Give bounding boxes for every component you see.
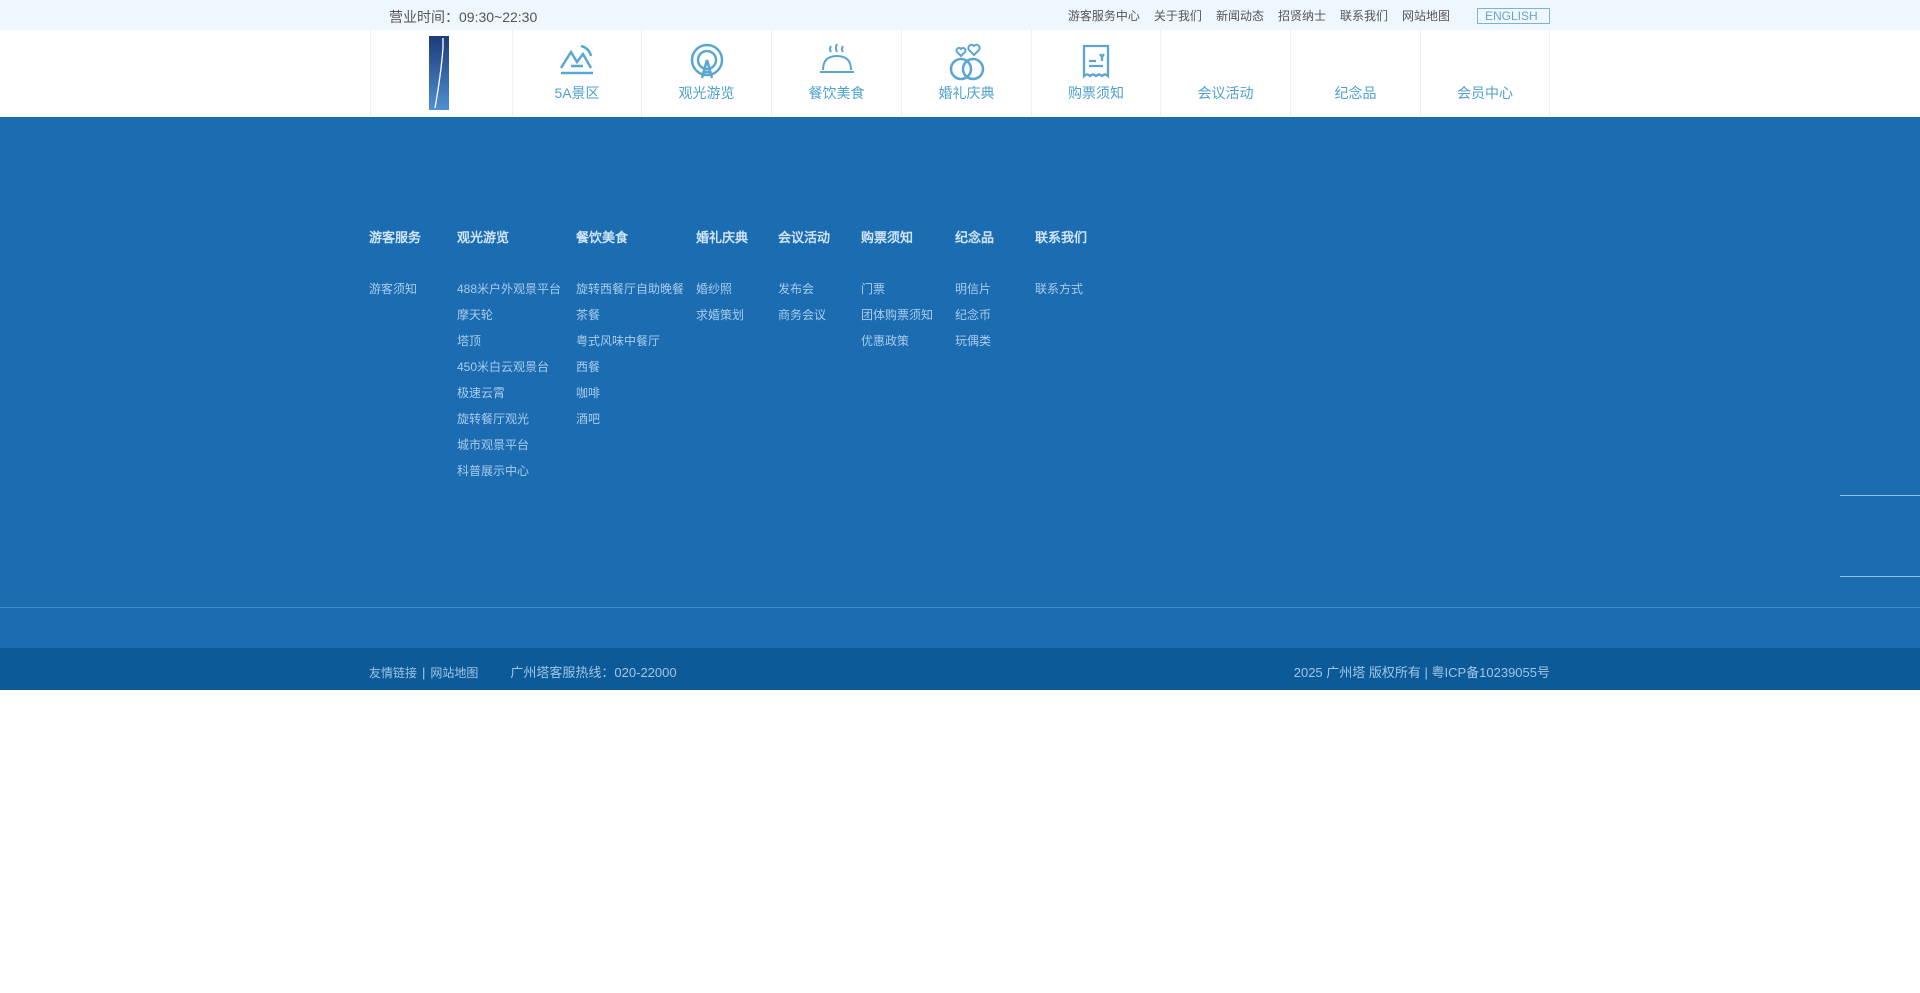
top-link[interactable]: 网站地图: [1401, 9, 1450, 23]
mountain-icon: [559, 44, 593, 75]
footer-link[interactable]: 450米白云观景台: [457, 360, 550, 374]
nav-item-souvenirs[interactable]: 纪念品: [1290, 30, 1420, 117]
footer-link[interactable]: 优惠政策: [861, 334, 910, 348]
footer-column: 婚礼庆典婚纱照求婚策划: [696, 227, 778, 332]
footer-columns: 游客服务 游客须知 观光游览 488米户外观景平台 摩天轮 塔顶 450米白云观景台 极速云霄…: [369, 227, 1115, 488]
footer-link[interactable]: 明信片: [955, 282, 992, 296]
antenna-icon: [690, 43, 723, 79]
bottom-link[interactable]: 友情链接: [369, 666, 418, 680]
logo[interactable]: [370, 30, 512, 117]
footer-link[interactable]: 联系方式: [1035, 282, 1084, 296]
footer-link[interactable]: 婚纱照: [696, 282, 733, 296]
footer-column: 会议活动发布会商务会议: [778, 227, 861, 332]
footer-column-title: 游客服务: [369, 230, 422, 245]
footer-column: 游客服务 游客须知: [369, 227, 457, 306]
footer-column: 购票须知门票团体购票须知 优惠政策: [861, 227, 955, 358]
footer-link[interactable]: 粤式风味中餐厅: [576, 334, 661, 348]
footer-column: 观光游览 488米户外观景平台 摩天轮塔顶 450米白云观景台 极速云霄旋转餐厅观光 城市…: [457, 227, 576, 488]
bottom-link[interactable]: 网站地图: [430, 666, 479, 680]
nav-item-wedding[interactable]: 婚礼庆典: [901, 30, 1031, 117]
footer-column-title: 纪念品: [955, 230, 995, 245]
nav-item-sightseeing[interactable]: 观光游览: [641, 30, 771, 117]
footer-link[interactable]: 商务会议: [778, 308, 827, 322]
separator: |: [422, 665, 426, 680]
ticket-receipt-icon: [1082, 44, 1110, 79]
footer-link[interactable]: 咖啡: [576, 386, 601, 400]
footer-link[interactable]: 发布会: [778, 282, 815, 296]
footer-column-title: 餐饮美食: [576, 230, 629, 245]
copyright: 2025 广州塔 版权所有 | 粤ICP备10239055号: [1293, 665, 1550, 680]
footer-column-title: 婚礼庆典: [696, 230, 749, 245]
nav-label: 购票须知: [1068, 85, 1124, 101]
main-nav: 5A景区 观光游览 餐饮美食 婚礼庆典 购票须知 会议活动 纪念品 会员中心: [370, 30, 1550, 117]
footer-column-title: 观光游览: [457, 230, 510, 245]
footer-link[interactable]: 纪念币: [955, 308, 992, 322]
footer-link[interactable]: 求婚策划: [696, 308, 745, 322]
nav-item-members[interactable]: 会员中心: [1420, 30, 1550, 117]
nav-label: 5A景区: [554, 85, 600, 101]
opening-hours: 营业时间：09:30~22:30: [389, 9, 538, 25]
nav-item-tickets[interactable]: 购票须知: [1031, 30, 1160, 117]
top-link[interactable]: 联系我们: [1339, 9, 1388, 23]
footer-link[interactable]: 酒吧: [576, 412, 601, 426]
rings-icon: [949, 43, 984, 81]
footer-spacer: [0, 608, 1920, 648]
footer-link[interactable]: 玩偶类: [955, 334, 992, 348]
bottom-left: 友情链接 | 网站地图 广州塔客服热线：020-22000: [369, 662, 677, 681]
top-link[interactable]: 新闻动态: [1215, 9, 1264, 23]
footer-column: 联系我们 联系方式: [1035, 227, 1115, 306]
footer-link[interactable]: 茶餐: [576, 308, 601, 322]
footer-link[interactable]: 西餐: [576, 360, 601, 374]
top-link[interactable]: 游客服务中心: [1067, 9, 1140, 23]
footer-column-title: 会议活动: [778, 230, 831, 245]
footer-link[interactable]: 塔顶: [457, 334, 482, 348]
nav-label: 婚礼庆典: [938, 85, 995, 101]
footer-link[interactable]: 旋转西餐厅自助晚餐: [576, 282, 685, 296]
footer-link[interactable]: 极速云霄: [457, 386, 506, 400]
footer-column: 纪念品明信片纪念币玩偶类: [955, 227, 1035, 358]
footer-link[interactable]: 摩天轮: [457, 308, 494, 322]
top-links: 游客服务中心 关于我们 新闻动态 招贤纳士 联系我们 网站地图: [1068, 7, 1450, 24]
footer-link[interactable]: 488米户外观景平台: [457, 282, 562, 296]
nav-item-events[interactable]: 会议活动: [1160, 30, 1290, 117]
divider: [0, 607, 1920, 608]
footer-link[interactable]: 旋转餐厅观光: [457, 412, 530, 426]
nav-label: 观光游览: [678, 85, 735, 101]
nav-label: 纪念品: [1334, 85, 1377, 101]
float-button[interactable]: [1840, 415, 1920, 496]
canton-tower-logo-icon: [428, 35, 449, 110]
footer-column: 餐饮美食旋转西餐厅自助晚餐 茶餐粤式风味中餐厅 西餐咖啡酒吧: [576, 227, 696, 436]
top-link[interactable]: 关于我们: [1153, 9, 1202, 23]
bottom-bar: 友情链接 | 网站地图 广州塔客服热线：020-22000 2025 广州塔 版…: [0, 648, 1920, 690]
nav-item-5a[interactable]: 5A景区: [512, 30, 641, 117]
float-button[interactable]: [1840, 497, 1920, 577]
top-link[interactable]: 招贤纳士: [1277, 9, 1326, 23]
footer-column-title: 购票须知: [861, 230, 914, 245]
nav-label: 餐饮美食: [808, 85, 865, 101]
nav-label: 会议活动: [1197, 85, 1254, 101]
nav-item-dining[interactable]: 餐饮美食: [771, 30, 901, 117]
hotline: 广州塔客服热线：020-22000: [510, 665, 677, 680]
footer-link[interactable]: 门票: [861, 282, 886, 296]
footer-links-area: [0, 117, 1920, 607]
footer-link[interactable]: 科普展示中心: [457, 464, 530, 478]
footer-column-title: 联系我们: [1035, 230, 1088, 245]
english-button[interactable]: ENGLISH: [1477, 8, 1550, 24]
nav-label: 会员中心: [1457, 85, 1513, 101]
dining-cloche-icon: [819, 43, 854, 73]
footer-link[interactable]: 团体购票须知: [861, 308, 934, 322]
footer-link[interactable]: 城市观景平台: [457, 438, 530, 452]
footer-link[interactable]: 游客须知: [369, 282, 418, 296]
top-bar: 营业时间：09:30~22:30 游客服务中心 关于我们 新闻动态 招贤纳士 联…: [0, 0, 1920, 30]
